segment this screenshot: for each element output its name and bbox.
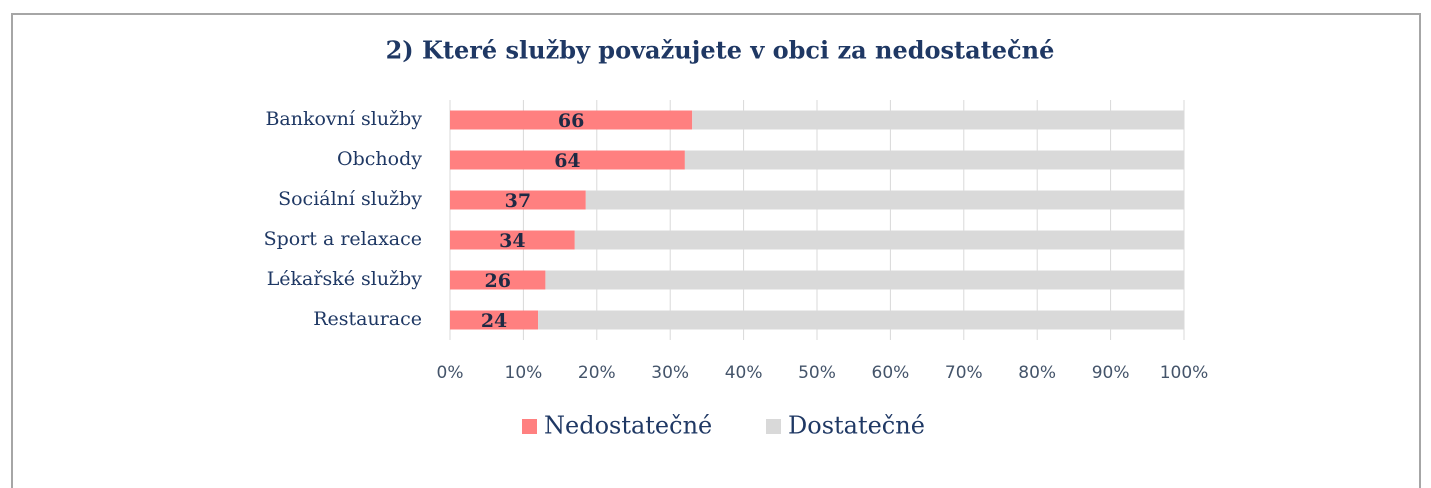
bar-segment [545,270,1184,290]
x-tick-label: 0% [437,363,464,383]
y-tick-label: Restaurace [313,308,422,330]
data-label: 37 [505,190,531,212]
x-tick-label: 50% [798,363,836,383]
data-label: 34 [499,230,525,252]
bar-segment [450,230,575,250]
x-tick-label: 100% [1160,363,1209,383]
data-label: 26 [484,270,510,292]
data-label: 64 [554,150,580,172]
legend-swatch [766,419,781,434]
bar-segment [692,110,1184,130]
bar-segment [450,110,693,130]
y-tick-label: Lékařské služby [267,268,423,290]
y-tick-label: Sociální služby [278,188,422,210]
y-tick-label: Bankovní služby [265,108,422,130]
x-tick-label: 30% [651,363,689,383]
bar-segment [450,190,586,210]
bar-segment [450,150,685,170]
x-tick-label: 10% [505,363,543,383]
data-label: 24 [481,310,507,332]
data-label: 66 [558,110,584,132]
chart-title: 2) Které služby považujete v obci za ned… [386,36,1055,65]
bar-segment [538,310,1184,330]
legend-label: Dostatečné [788,412,925,440]
bar-segment [585,190,1184,210]
bar-segment [450,270,546,290]
x-tick-label: 90% [1092,363,1130,383]
x-tick-label: 80% [1018,363,1056,383]
x-tick-label: 40% [725,363,763,383]
bar-segment [684,150,1184,170]
bar-segment [574,230,1184,250]
legend-label: Nedostatečné [544,412,712,440]
x-tick-label: 60% [872,363,910,383]
bar-segment [450,310,539,330]
frame [11,13,1421,488]
x-tick-label: 20% [578,363,616,383]
legend-swatch [522,419,537,434]
x-tick-label: 70% [945,363,983,383]
y-tick-label: Obchody [337,148,422,170]
y-tick-label: Sport a relaxace [264,228,422,250]
